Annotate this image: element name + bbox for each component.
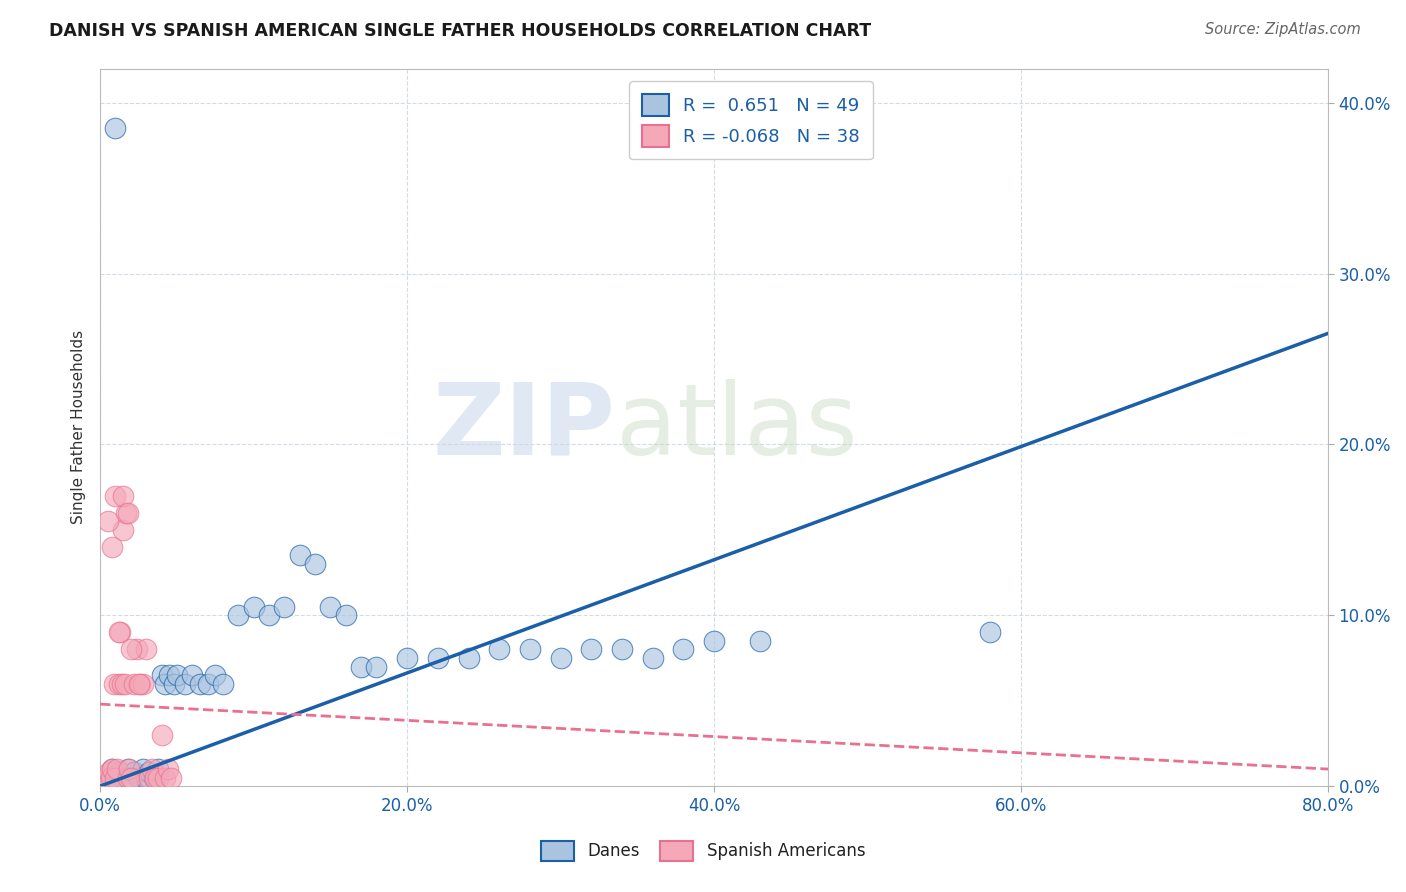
Point bbox=[104, 121, 127, 136]
Point bbox=[120, 642, 142, 657]
Point bbox=[204, 668, 226, 682]
Point bbox=[550, 651, 572, 665]
Point bbox=[581, 642, 603, 657]
Point bbox=[197, 676, 219, 690]
Point bbox=[426, 651, 449, 665]
Point bbox=[138, 765, 160, 780]
Point bbox=[138, 771, 160, 785]
Point bbox=[112, 489, 135, 503]
Point bbox=[128, 771, 150, 785]
Point bbox=[114, 676, 136, 690]
Point bbox=[159, 771, 181, 785]
Point bbox=[135, 771, 157, 785]
Point bbox=[117, 506, 139, 520]
Point bbox=[156, 762, 179, 776]
Point bbox=[188, 676, 211, 690]
Point bbox=[153, 676, 176, 690]
Point bbox=[749, 634, 772, 648]
Point bbox=[150, 668, 173, 682]
Point bbox=[141, 762, 163, 776]
Point bbox=[98, 765, 121, 780]
Point bbox=[153, 771, 176, 785]
Point bbox=[108, 625, 131, 640]
Point bbox=[148, 771, 170, 785]
Point bbox=[122, 765, 145, 780]
Point bbox=[110, 676, 132, 690]
Point bbox=[122, 676, 145, 690]
Point bbox=[104, 771, 127, 785]
Text: atlas: atlas bbox=[616, 379, 858, 475]
Point bbox=[107, 676, 129, 690]
Text: ZIP: ZIP bbox=[433, 379, 616, 475]
Point bbox=[107, 625, 129, 640]
Point bbox=[181, 668, 204, 682]
Point bbox=[672, 642, 695, 657]
Point bbox=[226, 608, 249, 623]
Legend: R =  0.651   N = 49, R = -0.068   N = 38: R = 0.651 N = 49, R = -0.068 N = 38 bbox=[630, 81, 873, 160]
Point bbox=[148, 762, 170, 776]
Text: DANISH VS SPANISH AMERICAN SINGLE FATHER HOUSEHOLDS CORRELATION CHART: DANISH VS SPANISH AMERICAN SINGLE FATHER… bbox=[49, 22, 872, 40]
Point bbox=[173, 676, 195, 690]
Point bbox=[125, 642, 148, 657]
Point bbox=[107, 765, 129, 780]
Point bbox=[132, 676, 155, 690]
Point bbox=[519, 642, 541, 657]
Point bbox=[273, 599, 295, 614]
Point bbox=[166, 668, 188, 682]
Point bbox=[396, 651, 419, 665]
Point bbox=[117, 771, 139, 785]
Point bbox=[150, 728, 173, 742]
Point bbox=[117, 762, 139, 776]
Point bbox=[101, 540, 124, 554]
Point bbox=[120, 771, 142, 785]
Point bbox=[257, 608, 280, 623]
Point bbox=[93, 771, 115, 785]
Y-axis label: Single Father Households: Single Father Households bbox=[72, 330, 86, 524]
Point bbox=[132, 762, 155, 776]
Point bbox=[101, 762, 124, 776]
Point bbox=[128, 676, 150, 690]
Point bbox=[457, 651, 479, 665]
Point bbox=[366, 659, 388, 673]
Point bbox=[703, 634, 725, 648]
Point bbox=[610, 642, 633, 657]
Point bbox=[97, 514, 120, 528]
Point bbox=[350, 659, 373, 673]
Point bbox=[104, 771, 127, 785]
Point bbox=[641, 651, 664, 665]
Legend: Danes, Spanish Americans: Danes, Spanish Americans bbox=[534, 834, 872, 868]
Point bbox=[212, 676, 235, 690]
Text: Source: ZipAtlas.com: Source: ZipAtlas.com bbox=[1205, 22, 1361, 37]
Point bbox=[129, 676, 152, 690]
Point bbox=[101, 762, 124, 776]
Point bbox=[288, 549, 311, 563]
Point bbox=[97, 771, 120, 785]
Point bbox=[105, 762, 128, 776]
Point bbox=[112, 771, 135, 785]
Point bbox=[100, 771, 122, 785]
Point bbox=[115, 506, 138, 520]
Point bbox=[135, 642, 157, 657]
Point bbox=[335, 608, 357, 623]
Point bbox=[488, 642, 510, 657]
Point bbox=[145, 771, 167, 785]
Point bbox=[157, 668, 180, 682]
Point bbox=[163, 676, 186, 690]
Point bbox=[242, 599, 264, 614]
Point bbox=[304, 557, 326, 571]
Point bbox=[319, 599, 342, 614]
Point bbox=[118, 762, 141, 776]
Point bbox=[112, 523, 135, 537]
Point bbox=[104, 489, 127, 503]
Point bbox=[142, 771, 165, 785]
Point bbox=[97, 771, 120, 785]
Point bbox=[103, 676, 125, 690]
Point bbox=[120, 771, 142, 785]
Point bbox=[979, 625, 1001, 640]
